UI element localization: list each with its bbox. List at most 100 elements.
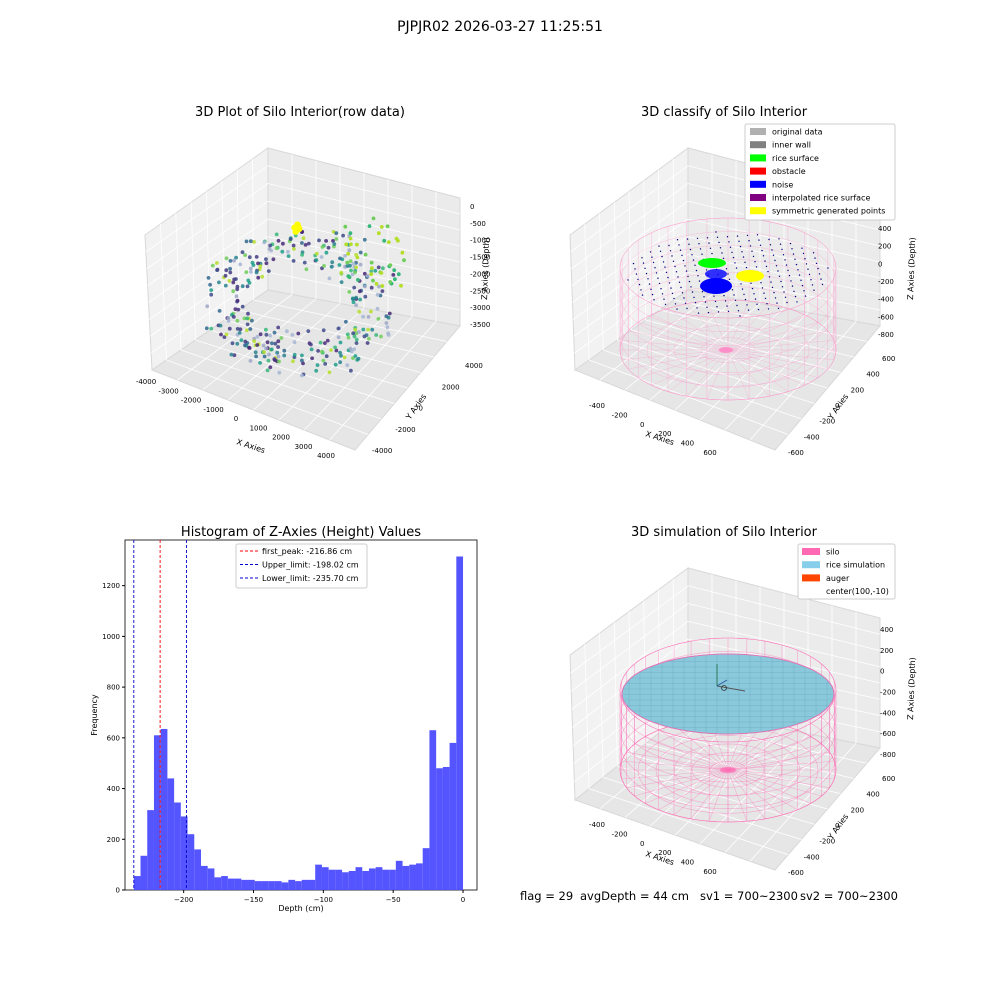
gridline <box>221 180 225 321</box>
data-point <box>349 268 353 273</box>
data-point <box>385 224 390 229</box>
data-point <box>245 284 250 289</box>
surface-point <box>810 279 812 281</box>
gridline <box>571 620 881 710</box>
surface-point <box>701 290 704 293</box>
silo-floor-spoke <box>706 300 729 351</box>
surface-point <box>774 259 776 262</box>
data-point <box>362 284 367 289</box>
silo-floor-ring <box>673 743 783 797</box>
data-point <box>230 341 235 346</box>
surface-point <box>722 257 725 259</box>
data-point <box>227 326 232 331</box>
gridline <box>749 742 857 862</box>
data-point <box>330 260 335 265</box>
surface-point <box>674 265 676 268</box>
data-point <box>277 370 282 375</box>
surface-point <box>706 306 708 308</box>
histogram-bar <box>254 881 262 890</box>
surface-point <box>671 255 673 257</box>
surface-point <box>792 253 795 255</box>
gridline <box>252 158 254 301</box>
data-point <box>345 260 350 265</box>
y-tick-label: 2000 <box>442 383 460 391</box>
silo-floor-spoke <box>727 314 805 351</box>
data-point <box>361 327 366 332</box>
surface-point <box>718 241 720 244</box>
surface-point <box>640 289 642 291</box>
surface-point <box>726 305 728 307</box>
data-point <box>265 368 270 373</box>
z-tick-label: 0 <box>878 260 882 268</box>
surface-point <box>733 294 735 296</box>
panel2-x-tick-labels: -400 -200 0 200 400 600 <box>589 402 717 457</box>
data-point <box>382 238 387 243</box>
data-point <box>334 231 339 236</box>
legend-swatch <box>750 207 766 215</box>
surface-point <box>707 311 710 314</box>
surface-point <box>812 252 815 254</box>
legend-swatch <box>802 561 820 569</box>
surface-point <box>757 308 760 311</box>
histogram-bar <box>342 872 349 890</box>
surface-point <box>764 260 766 262</box>
surface-point <box>706 237 709 239</box>
data-point <box>292 352 297 357</box>
data-point <box>239 338 244 342</box>
data-point <box>322 264 326 268</box>
histogram-bar <box>321 867 329 890</box>
surface-point <box>716 306 718 308</box>
footer-avg-depth: avgDepth = 44 cm <box>580 889 689 903</box>
data-point <box>349 368 353 373</box>
panel3-legend-frame <box>235 543 368 589</box>
silo-floor-spoke <box>626 769 729 789</box>
data-point <box>282 348 287 353</box>
panel2-surface-dots <box>627 231 829 317</box>
data-point <box>316 349 320 353</box>
surface-point <box>696 237 699 240</box>
surface-point <box>779 243 782 245</box>
surface-point <box>694 301 697 304</box>
data-point <box>264 261 269 266</box>
surface-point <box>821 283 824 286</box>
surface-point <box>764 297 767 300</box>
surface-point <box>736 235 739 237</box>
surface-point <box>714 300 717 303</box>
surface-point <box>664 303 667 306</box>
data-point <box>370 266 374 270</box>
histogram-bar <box>248 879 255 890</box>
x-tick-label: -400 <box>589 402 605 410</box>
surface-point <box>721 252 723 254</box>
data-point <box>288 237 293 242</box>
data-point <box>268 243 273 248</box>
surface-point <box>751 250 753 252</box>
silo-floor-ring <box>691 752 765 788</box>
data-point <box>224 332 229 337</box>
data-point <box>238 262 243 267</box>
data-point <box>379 271 384 275</box>
surface-point <box>804 295 807 297</box>
data-point <box>244 270 249 274</box>
surface-point <box>790 280 792 282</box>
panel1-scatter-points <box>204 216 406 378</box>
data-point <box>276 354 281 359</box>
legend-label: first_peak: -216.86 cm <box>262 547 352 556</box>
silo-floor-spoke <box>727 349 828 370</box>
data-point <box>300 241 304 245</box>
data-point <box>204 326 209 331</box>
x-tick-label: 0 <box>234 415 238 423</box>
silo-floor-spoke <box>727 349 805 386</box>
footer-flag: flag = 29 <box>520 889 573 903</box>
surface-point <box>728 241 730 243</box>
data-point <box>261 343 266 348</box>
surface-point <box>717 311 720 313</box>
y-tick-label: 1000 <box>102 633 120 641</box>
data-point <box>254 270 259 275</box>
data-point <box>272 357 277 362</box>
surface-point <box>765 265 768 268</box>
surface-point <box>691 291 694 293</box>
silo-floor-ring <box>709 760 747 780</box>
surface-point <box>800 279 802 281</box>
silo-floor-spoke <box>638 349 729 379</box>
panel2-ylabel: Y Axies <box>826 392 851 422</box>
